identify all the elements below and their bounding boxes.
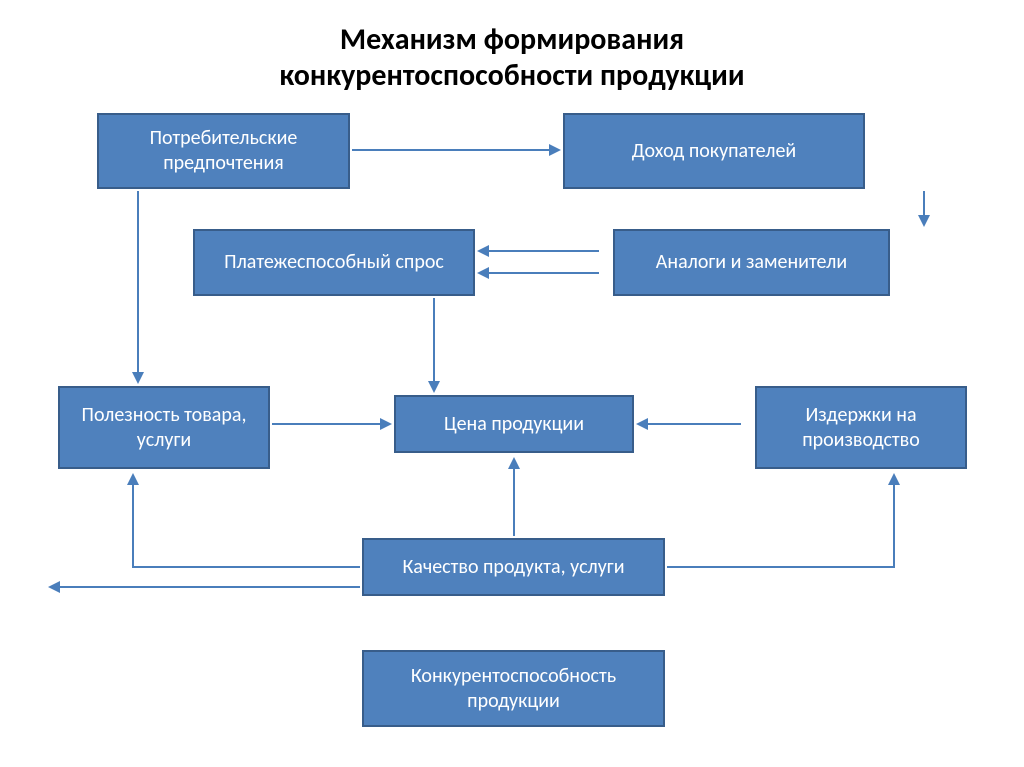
arrow-quality-to-costs-h — [667, 566, 895, 568]
arrow-costs-to-price — [648, 423, 741, 425]
arrow-quality-to-price — [513, 469, 515, 536]
arrow-prefs-to-income — [352, 149, 549, 151]
arrow-head-prefs-to-income — [549, 144, 561, 156]
arrow-head-quality-left-out — [48, 581, 60, 593]
arrow-analogues-to-demand-1 — [489, 250, 599, 252]
arrow-income-to-analogues — [923, 191, 925, 215]
arrow-head-analogues-to-demand-1 — [477, 245, 489, 257]
arrow-head-utility-to-price — [380, 418, 392, 430]
arrow-utility-to-price — [272, 423, 380, 425]
arrow-quality-to-utility-h — [132, 566, 360, 568]
node-analogues: Аналоги и заменители — [613, 229, 890, 296]
arrow-head-analogues-to-demand-2 — [477, 267, 489, 279]
node-consumer-prefs: Потребительские предпочтения — [97, 113, 350, 189]
node-quality: Качество продукта, услуги — [362, 538, 665, 596]
arrow-head-prefs-to-utility — [132, 372, 144, 384]
node-buyer-income: Доход покупателей — [563, 113, 865, 189]
node-competitiveness: Конкурентоспособность продукции — [362, 650, 665, 727]
arrow-head-costs-to-price — [636, 418, 648, 430]
node-utility: Полезность товара, услуги — [58, 386, 270, 469]
node-solvent-demand: Платежеспособный спрос — [193, 229, 475, 296]
node-costs: Издержки на производство — [755, 386, 967, 469]
arrow-head-quality-to-price — [508, 457, 520, 469]
page-title: Механизм формирования конкурентоспособно… — [0, 22, 1024, 94]
arrow-head-demand-to-price — [428, 381, 440, 393]
node-price: Цена продукции — [394, 395, 634, 453]
arrow-head-quality-to-utility — [127, 473, 139, 485]
title-line2: конкурентоспособности продукции — [279, 57, 744, 94]
arrow-quality-to-costs-v — [893, 485, 895, 568]
title-line1: Механизм формирования — [340, 21, 684, 58]
arrow-demand-to-price — [433, 298, 435, 381]
arrow-head-quality-to-costs — [888, 473, 900, 485]
arrow-prefs-to-utility — [137, 191, 139, 372]
arrow-head-income-to-analogues — [918, 215, 930, 227]
arrow-quality-left-out — [60, 586, 360, 588]
arrow-analogues-to-demand-2 — [489, 272, 599, 274]
arrow-quality-to-utility-v — [132, 485, 134, 568]
